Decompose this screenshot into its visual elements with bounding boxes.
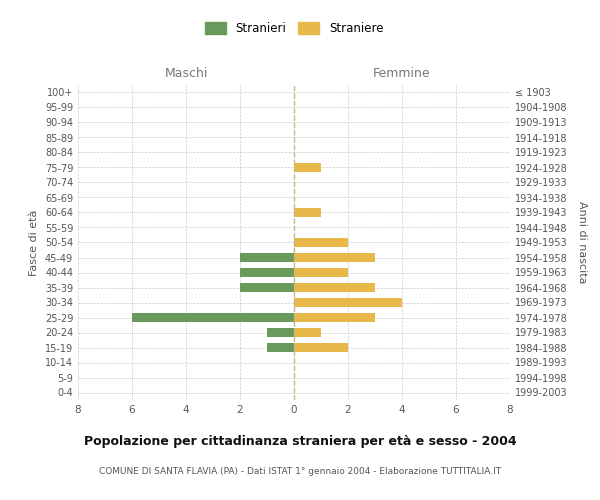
Bar	[294, 342, 348, 352]
Legend: Stranieri, Straniere: Stranieri, Straniere	[205, 22, 383, 35]
Bar	[294, 252, 375, 262]
Bar	[294, 268, 348, 278]
Bar	[294, 312, 375, 322]
Bar	[267, 328, 294, 338]
Bar	[294, 162, 321, 172]
Y-axis label: Anni di nascita: Anni di nascita	[577, 201, 587, 284]
Bar	[240, 252, 294, 262]
Bar	[294, 238, 348, 248]
Text: Femmine: Femmine	[373, 68, 431, 80]
Bar	[132, 312, 294, 322]
Bar	[294, 298, 402, 308]
Bar	[240, 268, 294, 278]
Bar	[294, 208, 321, 218]
Y-axis label: Fasce di età: Fasce di età	[29, 210, 39, 276]
Bar	[294, 328, 321, 338]
Text: Popolazione per cittadinanza straniera per età e sesso - 2004: Popolazione per cittadinanza straniera p…	[83, 435, 517, 448]
Bar	[267, 342, 294, 352]
Bar	[240, 282, 294, 292]
Bar	[294, 282, 375, 292]
Text: COMUNE DI SANTA FLAVIA (PA) - Dati ISTAT 1° gennaio 2004 - Elaborazione TUTTITAL: COMUNE DI SANTA FLAVIA (PA) - Dati ISTAT…	[99, 468, 501, 476]
Text: Maschi: Maschi	[164, 68, 208, 80]
